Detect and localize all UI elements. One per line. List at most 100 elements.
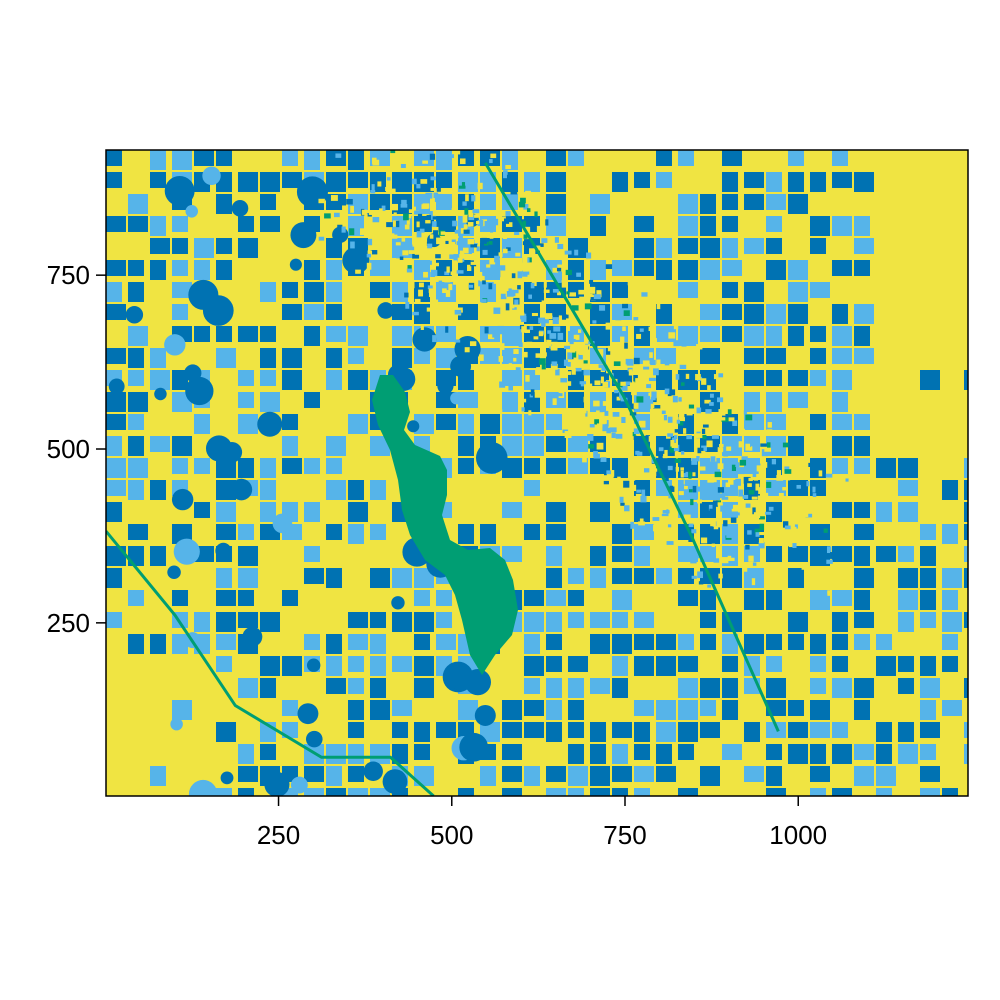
raster-speckle	[482, 249, 488, 255]
raster-speckle	[650, 444, 655, 450]
raster-speckle	[534, 211, 538, 217]
raster-speckle	[759, 516, 765, 520]
raster-cell	[678, 590, 698, 606]
raster-cell	[854, 260, 870, 276]
raster-pivot	[264, 771, 290, 796]
raster-speckle	[436, 237, 443, 245]
raster-speckle	[564, 431, 572, 438]
raster-cell	[128, 194, 148, 214]
raster-speckle	[668, 397, 673, 403]
raster-speckle	[580, 383, 584, 387]
raster-speckle	[690, 560, 697, 564]
raster-cell	[546, 634, 562, 650]
raster-cell	[634, 238, 654, 258]
raster-cell	[436, 634, 456, 650]
raster-speckle	[710, 520, 716, 527]
raster-cell	[392, 348, 412, 368]
raster-cell	[326, 678, 346, 694]
raster-cell	[128, 260, 144, 276]
raster-speckle	[605, 322, 613, 330]
raster-speckle	[318, 236, 325, 241]
raster-cell	[150, 480, 166, 500]
raster-pivot	[391, 596, 405, 610]
raster-cell	[458, 392, 478, 408]
raster-pivot	[407, 420, 420, 433]
raster-cell	[832, 172, 852, 188]
raster-speckle	[541, 300, 546, 306]
raster-cell	[260, 502, 276, 522]
raster-cell	[546, 656, 562, 672]
raster-cell	[722, 656, 738, 672]
raster-cell	[524, 524, 540, 540]
raster-speckle	[436, 162, 440, 169]
raster-speckle	[490, 153, 497, 159]
raster-speckle	[513, 349, 519, 354]
raster-speckle	[782, 442, 789, 448]
raster-speckle	[456, 241, 462, 246]
raster-cell	[150, 172, 166, 188]
raster-speckle	[505, 222, 513, 227]
raster-speckle	[523, 226, 531, 233]
raster-cell	[942, 788, 958, 796]
raster-cell	[766, 634, 782, 650]
raster-speckle	[624, 505, 630, 512]
raster-speckle	[633, 428, 640, 435]
raster-speckle	[400, 204, 408, 208]
raster-cell	[568, 656, 588, 672]
raster-speckle	[553, 326, 561, 332]
raster-speckle	[606, 347, 611, 355]
raster-speckle	[409, 281, 415, 289]
raster-speckle	[748, 490, 755, 495]
raster-speckle	[810, 572, 816, 579]
raster-speckle	[678, 491, 684, 496]
raster-cell	[546, 612, 562, 632]
raster-cell	[810, 744, 826, 764]
raster-speckle	[473, 280, 479, 286]
raster-speckle	[584, 405, 590, 411]
raster-speckle	[688, 523, 694, 528]
raster-cell	[964, 678, 968, 698]
raster-cell	[238, 392, 254, 408]
raster-cell	[172, 590, 188, 606]
raster-speckle	[692, 485, 697, 493]
raster-speckle	[594, 419, 600, 425]
raster-cell	[480, 414, 500, 434]
raster-cell	[260, 216, 280, 232]
raster-speckle	[678, 397, 682, 402]
raster-cell	[480, 766, 496, 786]
raster-pivot	[242, 626, 263, 647]
raster-speckle	[718, 573, 723, 579]
raster-cell	[282, 172, 302, 188]
raster-cell	[128, 480, 144, 500]
raster-speckle	[490, 217, 495, 225]
raster-speckle	[499, 343, 505, 350]
raster-speckle	[554, 237, 560, 243]
x-tick-label: 750	[603, 820, 646, 850]
raster-speckle	[580, 413, 586, 420]
raster-cell	[326, 238, 342, 258]
raster-cell	[898, 744, 918, 764]
raster-cell	[810, 524, 830, 540]
raster-speckle	[598, 364, 606, 368]
raster-speckle	[432, 335, 437, 343]
raster-speckle	[470, 261, 477, 265]
raster-cell	[172, 700, 192, 720]
raster-speckle	[767, 422, 772, 428]
raster-speckle	[760, 443, 767, 447]
raster-cell	[458, 700, 478, 720]
raster-cell	[612, 282, 628, 298]
raster-speckle	[330, 195, 338, 201]
raster-cell	[832, 722, 848, 738]
raster-cell	[216, 458, 236, 478]
raster-speckle	[620, 502, 625, 506]
raster-speckle	[567, 352, 573, 360]
raster-speckle	[451, 239, 456, 245]
raster-cell	[546, 172, 566, 192]
raster-cell	[876, 744, 892, 764]
raster-cell	[854, 568, 874, 588]
raster-speckle	[564, 314, 569, 319]
raster-cell	[370, 524, 386, 540]
raster-speckle	[653, 405, 661, 409]
raster-speckle	[590, 297, 597, 301]
raster-cell	[700, 612, 716, 628]
